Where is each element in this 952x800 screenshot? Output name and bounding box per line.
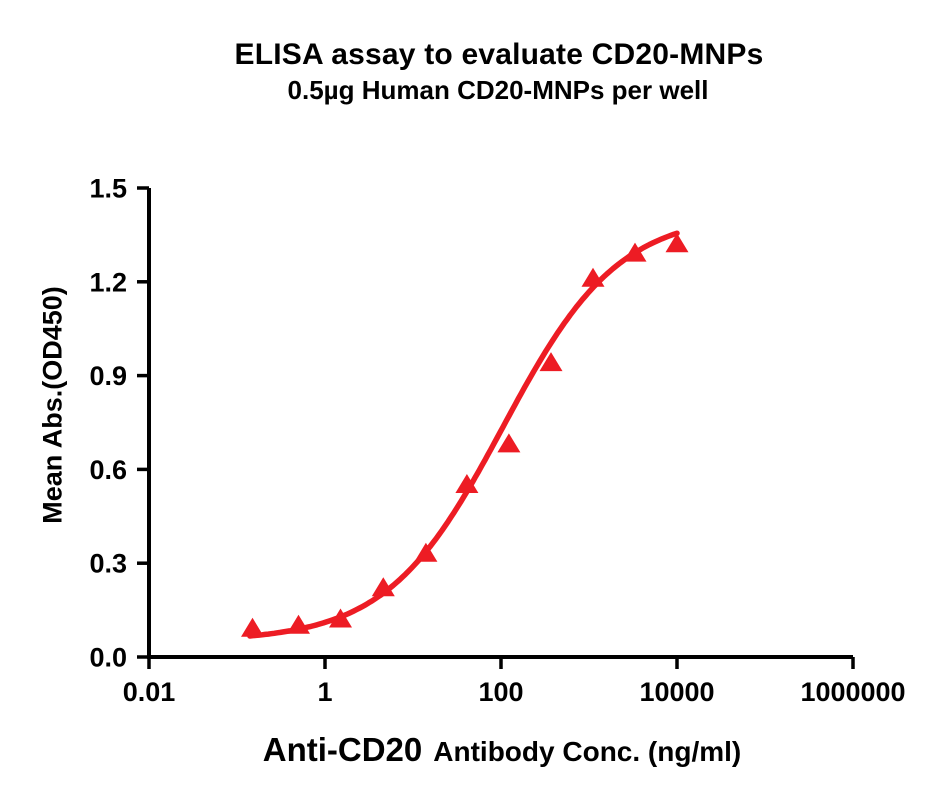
data-point-marker (497, 433, 521, 453)
data-point-marker (581, 267, 605, 287)
chart-title: ELISA assay to evaluate CD20-MNPs (234, 38, 764, 71)
data-point-marker (665, 233, 689, 253)
data-point-marker (371, 577, 395, 597)
y-tick-label: 0.3 (89, 549, 127, 579)
x-tick-label: 10000 (639, 677, 714, 707)
y-tick-label: 0.0 (89, 643, 127, 673)
data-point-marker (287, 614, 310, 634)
data-point-marker (539, 352, 563, 372)
x-axis-label-emphasis: Anti-CD20 (262, 731, 423, 768)
y-axis-label: Mean Abs.(OD450) (37, 286, 68, 524)
y-tick-label: 0.6 (89, 455, 127, 485)
x-tick-label: 1000000 (800, 677, 905, 707)
data-point-marker (329, 608, 352, 628)
fit-curve (247, 230, 680, 639)
x-axis-label: Anti-CD20 Antibody Conc. (ng/ml) (263, 733, 741, 766)
data-point-marker (241, 617, 264, 637)
x-axis-label-units: Antibody Conc. (ng/ml) (433, 736, 742, 767)
data-point-marker (623, 242, 647, 262)
chart-subtitle: 0.5µg Human CD20-MNPs per well (287, 75, 709, 105)
data-point-marker (455, 474, 479, 493)
data-point-marker (414, 542, 438, 562)
x-tick-label: 1 (317, 677, 332, 707)
y-tick-label: 1.5 (89, 174, 127, 204)
x-tick-label: 0.01 (123, 677, 176, 707)
y-tick-label: 0.9 (89, 361, 127, 391)
y-tick-label: 1.2 (89, 267, 127, 297)
x-tick-label: 100 (478, 677, 523, 707)
